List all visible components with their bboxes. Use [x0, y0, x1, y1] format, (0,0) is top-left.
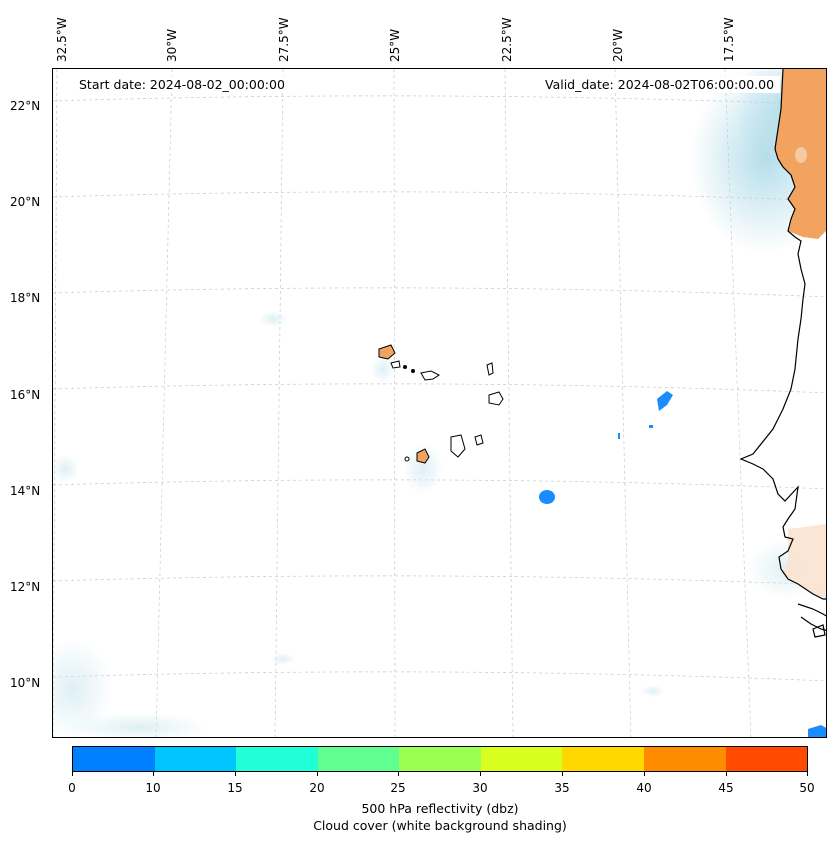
- reflectivity-cells: [539, 391, 826, 737]
- lat-label-14n: 14°N: [10, 484, 41, 498]
- lat-label-16n: 16°N: [10, 388, 41, 402]
- colorbar-tick-8: [726, 772, 727, 776]
- colorbar-tick-9: [807, 772, 808, 776]
- coastline: [739, 69, 826, 638]
- lat-label-18n: 18°N: [10, 291, 41, 305]
- colorbar-tick-2: [235, 772, 236, 776]
- colorbar-title: 500 hPa reflectivity (dbz): [361, 801, 519, 816]
- colorbar-tick-label-0: 0: [68, 781, 76, 795]
- lon-label-20w: 20°W: [611, 28, 625, 62]
- colorbar-tick-7: [644, 772, 645, 776]
- colorbar-tick-4: [398, 772, 399, 776]
- colorbar-tick-1: [153, 772, 154, 776]
- colorbar-segment-3: [317, 747, 400, 771]
- colorbar-tick-label-25: 25: [390, 781, 406, 795]
- colorbar-segment-7: [643, 747, 726, 771]
- lon-label-25w: 25°W: [388, 28, 402, 62]
- lon-label-30w: 30°W: [165, 28, 179, 62]
- lat-label-10n: 10°N: [10, 676, 41, 690]
- colorbar-tick-label-30: 30: [472, 781, 488, 795]
- map-panel[interactable]: [52, 68, 827, 738]
- colorbar-segment-0: [73, 747, 155, 771]
- lon-label-27-5w: 27.5°W: [277, 17, 291, 62]
- cape-verde-islands: [378, 344, 504, 464]
- colorbar-tick-5: [480, 772, 481, 776]
- colorbar: [72, 746, 808, 772]
- start-date-label: Start date: 2024-08-02_00:00:00: [73, 76, 291, 93]
- colorbar-tick-label-40: 40: [636, 781, 652, 795]
- colorbar-subtitle: Cloud cover (white background shading): [313, 818, 567, 833]
- lon-label-22-5w: 22.5°W: [500, 17, 514, 62]
- colorbar-tick-label-50: 50: [799, 781, 815, 795]
- colorbar-tick-0: [72, 772, 73, 776]
- lat-label-12n: 12°N: [10, 580, 41, 594]
- colorbar-tick-label-35: 35: [554, 781, 570, 795]
- colorbar-segment-1: [154, 747, 237, 771]
- lon-label-17-5w: 17.5°W: [722, 17, 736, 62]
- colorbar-segment-8: [725, 747, 808, 771]
- map-canvas: [53, 69, 826, 737]
- colorbar-segment-6: [562, 747, 644, 771]
- colorbar-segment-4: [399, 747, 481, 771]
- colorbar-tick-6: [562, 772, 563, 776]
- cloud-cover: [53, 69, 826, 737]
- graticule: [53, 69, 826, 737]
- colorbar-tick-label-10: 10: [145, 781, 161, 795]
- colorbar-segment-5: [480, 747, 563, 771]
- valid-date-label: Valid_date: 2024-08-02T06:00:00.00: [539, 76, 781, 93]
- colorbar-tick-3: [317, 772, 318, 776]
- colorbar-tick-label-15: 15: [227, 781, 243, 795]
- lon-label-32-5w: 32.5°W: [55, 17, 69, 62]
- colorbar-tick-label-20: 20: [309, 781, 325, 795]
- colorbar-segment-2: [236, 747, 318, 771]
- lat-label-22n: 22°N: [10, 99, 41, 113]
- lat-label-20n: 20°N: [10, 195, 41, 209]
- land-africa: [775, 69, 826, 599]
- colorbar-tick-label-45: 45: [718, 781, 734, 795]
